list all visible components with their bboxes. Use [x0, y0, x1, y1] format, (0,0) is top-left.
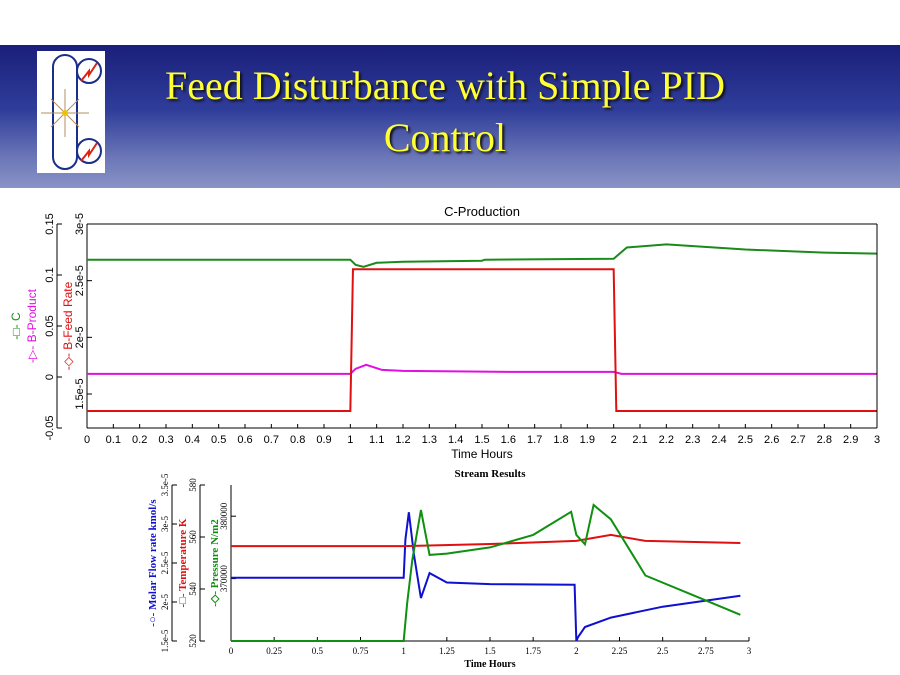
- x-tick-label: 0.8: [290, 434, 305, 446]
- slide-title: Feed Disturbance with Simple PID Control: [110, 60, 780, 164]
- x-tick-label: 2.6: [764, 434, 779, 446]
- x-tick-label: 0: [229, 646, 234, 656]
- x-tick-label: 2: [611, 434, 617, 446]
- x-tick-label: 0.6: [237, 434, 252, 446]
- title-line-2: Control: [383, 115, 507, 160]
- x-tick-label: 1.3: [422, 434, 437, 446]
- y-tick-label: 540: [188, 582, 198, 596]
- x-tick-label: 1.5: [474, 434, 489, 446]
- series-line-pressure-n-m2: [231, 503, 741, 642]
- x-axis-label: Time Hours: [464, 659, 515, 670]
- chart-title: Stream Results: [455, 468, 527, 480]
- x-tick-label: 1.25: [439, 646, 455, 656]
- x-tick-label: 2.1: [632, 434, 647, 446]
- y-tick-label: 3e-5: [160, 516, 170, 532]
- x-tick-label: 3: [747, 646, 752, 656]
- y-tick-label: 0.15: [44, 213, 56, 234]
- x-tick-label: 0.9: [316, 434, 331, 446]
- x-tick-label: 1.2: [395, 434, 410, 446]
- y-tick-label: 2e-5: [74, 326, 86, 348]
- y-tick-label: 2.5e-5: [74, 265, 86, 296]
- y-tick-label: 380000: [219, 502, 229, 530]
- x-tick-label: 1.6: [501, 434, 516, 446]
- legend-b-feed-rate: -◇- B-Feed Rate: [61, 281, 75, 370]
- x-tick-label: 0.3: [158, 434, 173, 446]
- y-tick-label: 3e-5: [74, 213, 86, 235]
- stream-results-chart: Stream Results 0 0.25 0.5 0.75 1 1.25 1.5 1.75 2 2…: [147, 468, 752, 670]
- x-tick-label: 0.2: [132, 434, 147, 446]
- x-tick-label: 1.7: [527, 434, 542, 446]
- series-line-molar-flow-rate-kmol-s: [231, 512, 741, 642]
- y-tick-label: 560: [188, 530, 198, 544]
- x-tick-label: 0.5: [211, 434, 226, 446]
- x-tick-label: 2.9: [843, 434, 858, 446]
- legend-temperature: -□- Temperature K: [177, 518, 189, 607]
- x-tick-label: 2: [574, 646, 579, 656]
- y-tick-label: 3.5e-5: [160, 473, 170, 496]
- x-tick-label: 2.3: [685, 434, 700, 446]
- x-tick-label: 0.75: [353, 646, 369, 656]
- x-tick-label: 1: [401, 646, 406, 656]
- series-line-c: [87, 243, 878, 268]
- logo: [37, 51, 105, 173]
- series-line-b-feed-rate: [87, 268, 877, 412]
- series-line-b-product: [87, 363, 877, 375]
- y-tick-label: 2.5e-5: [160, 551, 170, 574]
- chart-title: C-Production: [444, 204, 520, 219]
- y-tick-label: -0.05: [44, 415, 56, 440]
- x-tick-label: 2.5: [738, 434, 753, 446]
- x-tick-label: 1.5: [484, 646, 496, 656]
- y-tick-label: 0.1: [44, 267, 56, 282]
- series-line-temperature-k: [231, 533, 741, 548]
- y-tick-label: 1.5e-5: [160, 629, 170, 652]
- x-tick-label: 0.4: [185, 434, 200, 446]
- y-tick-label: 370000: [219, 565, 229, 593]
- slide-header-band: [0, 45, 900, 188]
- legend-pressure: -◇- Pressure N/m2: [209, 519, 221, 607]
- x-tick-label: 0.7: [264, 434, 279, 446]
- y-tick-label: 580: [188, 478, 198, 492]
- y-tick-label: 520: [188, 634, 198, 648]
- x-tick-label: 2.4: [711, 434, 726, 446]
- x-tick-label: 1.75: [525, 646, 541, 656]
- y-tick-label: 0: [44, 374, 56, 380]
- y-tick-label: 2e-5: [160, 594, 170, 610]
- y-tick-label: 0.05: [44, 315, 56, 336]
- x-axis-label: Time Hours: [451, 447, 513, 461]
- x-tick-label: 1: [347, 434, 353, 446]
- x-tick-label: 0: [84, 434, 90, 446]
- x-tick-label: 1.8: [553, 434, 568, 446]
- x-tick-label: 2.25: [612, 646, 628, 656]
- x-tick-label: 1.9: [580, 434, 595, 446]
- legend-c: -□- C: [9, 312, 23, 340]
- x-tick-label: 2.2: [659, 434, 674, 446]
- x-tick-label: 1.4: [448, 434, 463, 446]
- y-tick-label: 1.5e-5: [74, 378, 86, 409]
- legend-molar-flow: -○- Molar Flow rate kmol/s: [147, 499, 159, 627]
- x-tick-label: 1.1: [369, 434, 384, 446]
- x-tick-label: 2.8: [817, 434, 832, 446]
- x-tick-label: 2.7: [790, 434, 805, 446]
- x-tick-label: 0.5: [312, 646, 324, 656]
- x-tick-label: 2.5: [657, 646, 669, 656]
- legend-b-product: -▷- B-Product: [25, 288, 39, 363]
- x-tick-label: 2.75: [698, 646, 714, 656]
- title-line-1: Feed Disturbance with Simple PID: [165, 63, 725, 108]
- c-production-chart: C-Production 0 0.1 0.2 0.3 0.4 0.5 0.6 0.7 0.8 0.9…: [9, 204, 880, 461]
- x-tick-label: 0.1: [106, 434, 121, 446]
- x-tick-label: 0.25: [266, 646, 282, 656]
- x-tick-label: 3: [874, 434, 880, 446]
